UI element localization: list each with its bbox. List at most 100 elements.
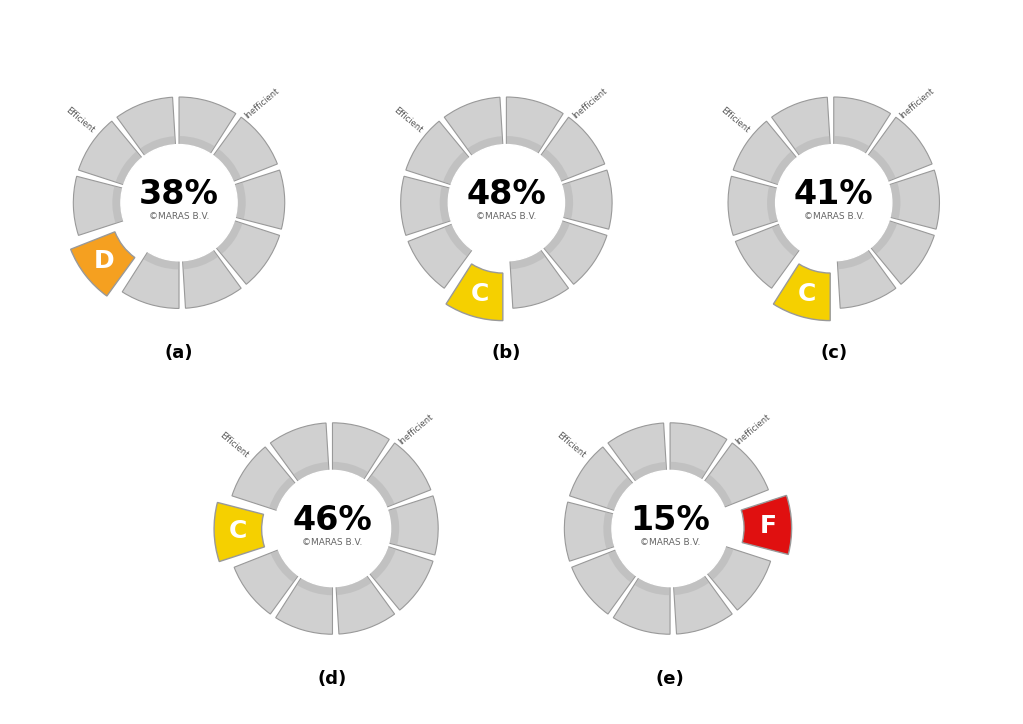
Text: Inefficient: Inefficient (897, 87, 936, 121)
Wedge shape (367, 475, 394, 507)
Wedge shape (506, 136, 542, 153)
Text: ©MARAS B.V.: ©MARAS B.V. (639, 538, 701, 547)
Wedge shape (872, 221, 897, 254)
Text: 48%: 48% (466, 178, 546, 211)
Wedge shape (406, 121, 470, 185)
Wedge shape (445, 224, 472, 256)
Wedge shape (122, 252, 179, 308)
Wedge shape (336, 576, 395, 634)
Text: 38%: 38% (139, 178, 219, 211)
Wedge shape (565, 502, 615, 561)
Wedge shape (369, 547, 433, 610)
Text: D: D (94, 248, 115, 273)
Text: (d): (d) (318, 670, 347, 688)
Wedge shape (742, 495, 792, 555)
Wedge shape (468, 136, 502, 156)
Text: ©MARAS B.V.: ©MARAS B.V. (476, 212, 537, 221)
Wedge shape (113, 187, 124, 223)
Wedge shape (117, 97, 176, 156)
Wedge shape (214, 149, 240, 181)
Wedge shape (613, 578, 670, 634)
Wedge shape (116, 151, 141, 185)
Wedge shape (443, 151, 469, 185)
Wedge shape (728, 176, 779, 235)
Text: Efficient: Efficient (555, 431, 587, 460)
Wedge shape (634, 578, 670, 595)
Wedge shape (216, 221, 279, 285)
Wedge shape (270, 423, 329, 481)
Wedge shape (143, 252, 179, 269)
Wedge shape (834, 136, 870, 153)
Wedge shape (795, 136, 830, 156)
Wedge shape (370, 547, 396, 580)
Circle shape (121, 145, 237, 261)
Wedge shape (707, 547, 770, 610)
Wedge shape (704, 443, 768, 508)
Wedge shape (572, 550, 636, 614)
Wedge shape (408, 224, 473, 288)
Wedge shape (234, 550, 299, 614)
Text: F: F (759, 513, 776, 537)
Wedge shape (670, 462, 706, 479)
Circle shape (274, 471, 391, 586)
Wedge shape (871, 221, 934, 285)
Circle shape (612, 471, 728, 586)
Text: Inefficient: Inefficient (242, 87, 281, 121)
Wedge shape (562, 182, 573, 219)
Wedge shape (767, 187, 779, 223)
Wedge shape (74, 176, 124, 235)
Text: Efficient: Efficient (64, 105, 96, 135)
Wedge shape (182, 250, 241, 308)
Text: 41%: 41% (794, 178, 874, 211)
Wedge shape (366, 443, 431, 508)
Text: C: C (798, 282, 816, 306)
Wedge shape (609, 550, 635, 582)
Wedge shape (631, 462, 666, 481)
Wedge shape (179, 136, 215, 153)
Wedge shape (294, 462, 328, 481)
Wedge shape (544, 221, 570, 254)
Wedge shape (608, 423, 667, 481)
Wedge shape (79, 121, 142, 185)
Wedge shape (674, 576, 709, 595)
Wedge shape (232, 447, 296, 510)
Text: C: C (229, 519, 248, 544)
Wedge shape (332, 462, 368, 479)
Wedge shape (234, 170, 284, 230)
Wedge shape (332, 423, 390, 479)
Wedge shape (337, 576, 371, 595)
Wedge shape (673, 576, 732, 634)
Wedge shape (444, 97, 503, 156)
Wedge shape (446, 264, 503, 321)
Wedge shape (708, 547, 733, 580)
Wedge shape (770, 151, 796, 185)
Wedge shape (834, 97, 891, 153)
Circle shape (448, 145, 565, 261)
Wedge shape (837, 250, 896, 308)
Wedge shape (705, 475, 731, 507)
Text: 15%: 15% (630, 504, 710, 536)
Text: Inefficient: Inefficient (396, 413, 435, 447)
Text: (b): (b) (492, 344, 521, 362)
Wedge shape (510, 250, 545, 269)
Wedge shape (388, 496, 438, 555)
Wedge shape (771, 97, 831, 156)
Wedge shape (607, 477, 632, 510)
Wedge shape (213, 117, 277, 182)
Text: Efficient: Efficient (218, 431, 250, 460)
Wedge shape (440, 187, 451, 223)
Wedge shape (773, 264, 831, 321)
Wedge shape (509, 250, 569, 308)
Circle shape (775, 145, 892, 261)
Wedge shape (868, 117, 932, 182)
Wedge shape (401, 176, 451, 235)
Wedge shape (541, 149, 568, 181)
Wedge shape (506, 97, 564, 153)
Text: Efficient: Efficient (719, 105, 751, 135)
Wedge shape (889, 182, 900, 219)
Wedge shape (570, 447, 633, 510)
Text: (c): (c) (820, 344, 847, 362)
Text: ©MARAS B.V.: ©MARAS B.V. (803, 212, 864, 221)
Wedge shape (297, 578, 332, 595)
Wedge shape (736, 224, 800, 288)
